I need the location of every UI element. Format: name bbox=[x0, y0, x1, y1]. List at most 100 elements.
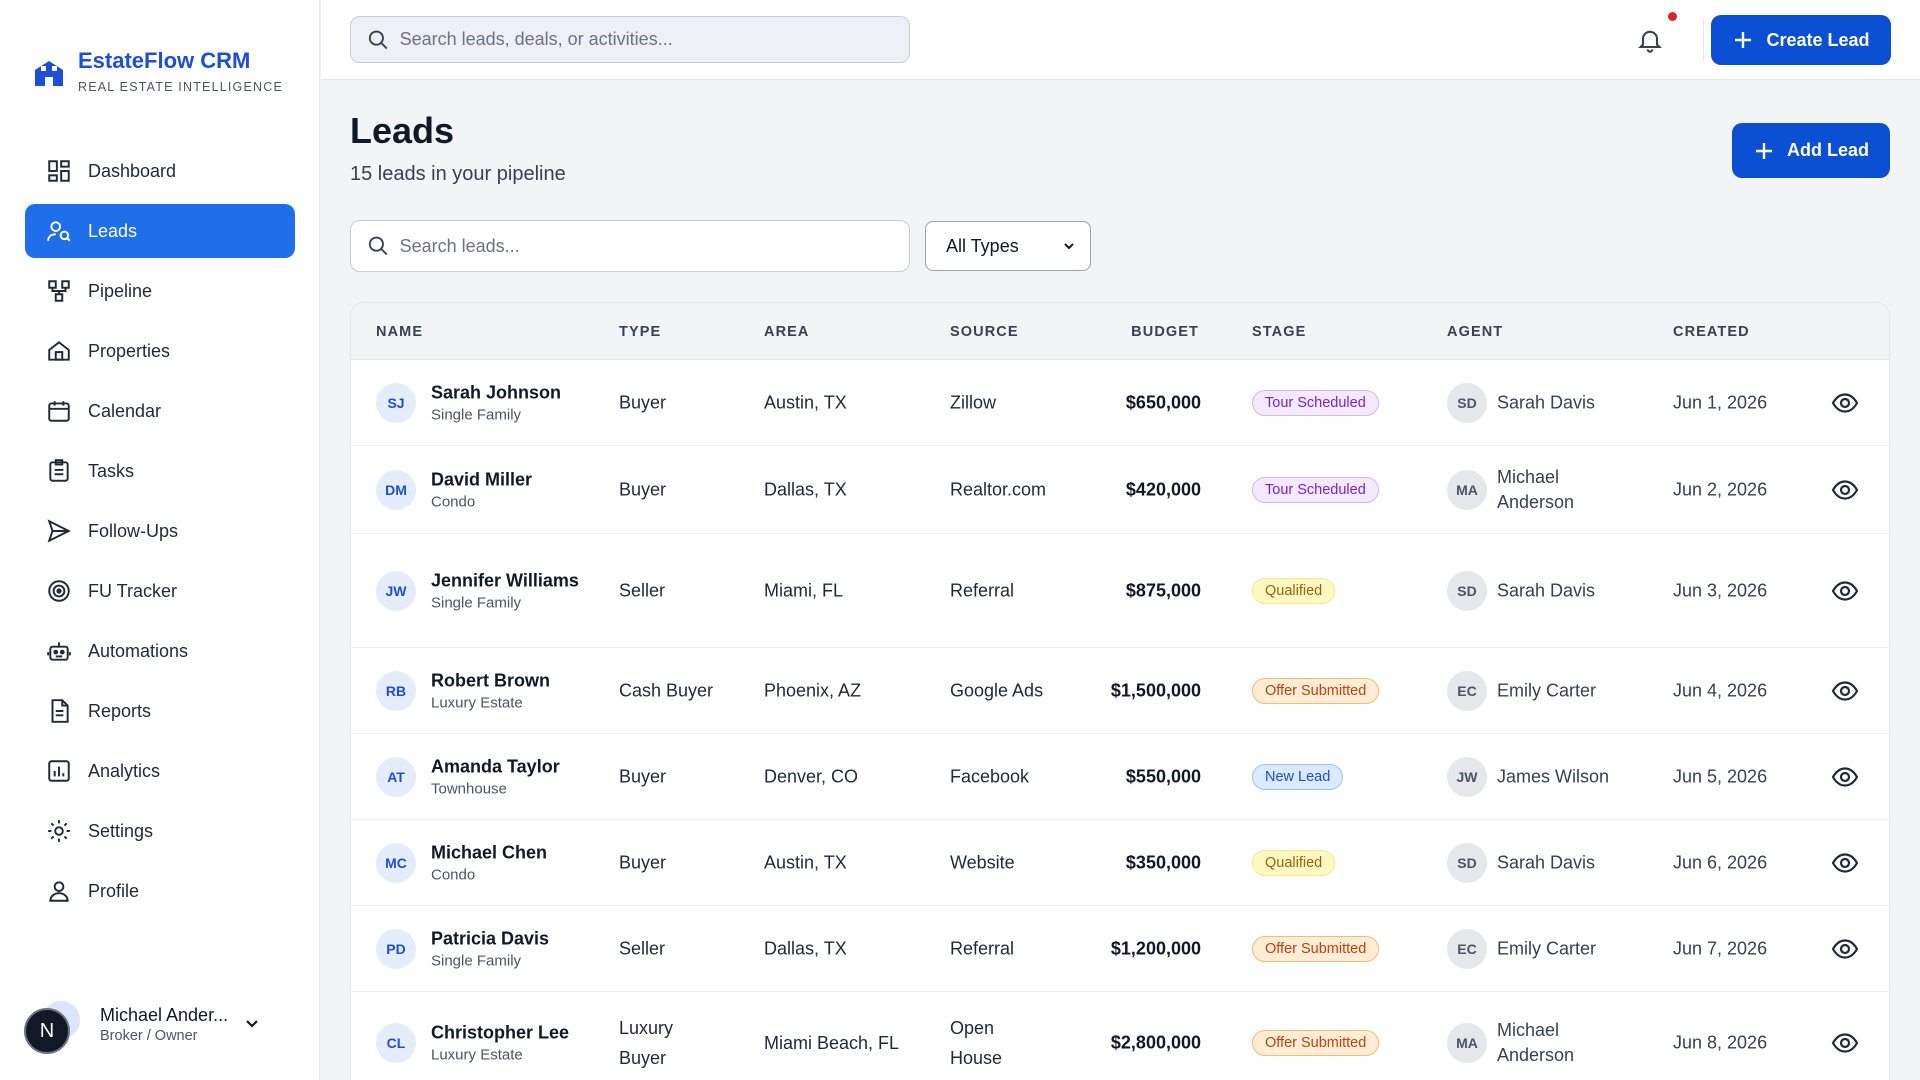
lead-name[interactable]: Sarah Johnson bbox=[431, 382, 562, 402]
agent-avatar: EC bbox=[1447, 928, 1487, 969]
lead-name[interactable]: Robert Brown bbox=[431, 670, 550, 690]
table-row[interactable]: PD Patricia Davis Single Family Seller Dalla… bbox=[351, 906, 1889, 992]
analytics-icon bbox=[48, 760, 70, 782]
avatar: A N bbox=[24, 996, 80, 1054]
user-menu[interactable]: A N Michael Ander... Broker / Owner bbox=[24, 994, 294, 1054]
bell-icon[interactable] bbox=[1636, 26, 1664, 54]
lead-property-type: Single Family bbox=[431, 594, 522, 611]
lead-area: Phoenix, AZ bbox=[764, 680, 862, 700]
topbar: Create Lead bbox=[321, 0, 1920, 80]
stage-badge: Offer Submitted bbox=[1252, 935, 1380, 962]
sidebar-item-fu-tracker[interactable]: FU Tracker bbox=[25, 564, 295, 618]
column-header-area[interactable]: AREA bbox=[764, 324, 810, 340]
sidebar-item-settings[interactable]: Settings bbox=[25, 804, 295, 858]
stage-badge: Qualified bbox=[1252, 849, 1336, 876]
lead-name[interactable]: Michael Chen bbox=[431, 842, 548, 862]
table-row[interactable]: CL Christopher Lee Luxury Estate Luxury Buy… bbox=[351, 992, 1889, 1080]
lead-property-type: Condo bbox=[431, 866, 476, 883]
sidebar-item-dashboard[interactable]: Dashboard bbox=[25, 144, 295, 198]
sidebar-item-profile[interactable]: Profile bbox=[25, 864, 295, 918]
lead-name-block: Jennifer Williams Single Family bbox=[431, 568, 581, 613]
lead-area: Denver, CO bbox=[764, 766, 859, 786]
lead-name[interactable]: David Miller bbox=[431, 469, 533, 489]
lead-created-date: Jun 1, 2026 bbox=[1673, 392, 1768, 412]
brand[interactable]: EstateFlow CRM REAL ESTATE INTELLIGENCE bbox=[32, 46, 283, 94]
global-search-input[interactable] bbox=[399, 29, 909, 50]
lead-property-type: Luxury Estate bbox=[431, 1046, 523, 1063]
column-header-stage[interactable]: STAGE bbox=[1252, 324, 1307, 340]
view-eye-icon[interactable] bbox=[1830, 676, 1860, 706]
properties-icon bbox=[48, 341, 70, 361]
sidebar-item-tasks[interactable]: Tasks bbox=[25, 444, 295, 498]
global-search[interactable] bbox=[350, 16, 910, 63]
table-row[interactable]: RB Robert Brown Luxury Estate Cash Buyer Pho… bbox=[351, 648, 1889, 734]
avatar-initial: N bbox=[24, 1008, 70, 1054]
agent-avatar: SD bbox=[1447, 842, 1487, 883]
lead-area: Miami Beach, FL bbox=[764, 1032, 900, 1053]
lead-name-block: Amanda Taylor Townhouse bbox=[431, 754, 581, 799]
agent-avatar: JW bbox=[1447, 756, 1487, 797]
view-eye-icon[interactable] bbox=[1830, 762, 1860, 792]
add-lead-button[interactable]: Add Lead bbox=[1732, 123, 1890, 178]
sidebar-item-pipeline[interactable]: Pipeline bbox=[25, 264, 295, 318]
plus-icon bbox=[1755, 142, 1772, 159]
table-row[interactable]: AT Amanda Taylor Townhouse Buyer Denver, CO F… bbox=[351, 734, 1889, 820]
sidebar-item-properties[interactable]: Properties bbox=[25, 324, 295, 378]
lead-name[interactable]: Patricia Davis bbox=[431, 928, 550, 948]
view-eye-icon[interactable] bbox=[1830, 576, 1860, 606]
type-filter-select[interactable]: All Types bbox=[925, 221, 1091, 271]
create-lead-button[interactable]: Create Lead bbox=[1711, 15, 1891, 65]
lead-source: Website bbox=[950, 852, 1015, 872]
sidebar-item-follow-ups[interactable]: Follow-Ups bbox=[25, 504, 295, 558]
chevron-down-icon bbox=[1064, 243, 1074, 250]
lead-name[interactable]: Christopher Lee bbox=[431, 1022, 570, 1042]
notification-dot bbox=[1668, 12, 1677, 21]
view-eye-icon[interactable] bbox=[1830, 934, 1860, 964]
lead-created-date: Jun 2, 2026 bbox=[1673, 479, 1768, 499]
column-header-source[interactable]: SOURCE bbox=[950, 324, 1019, 340]
column-header-type[interactable]: TYPE bbox=[619, 324, 662, 340]
sidebar-item-analytics[interactable]: Analytics bbox=[25, 744, 295, 798]
lead-name[interactable]: Amanda Taylor bbox=[431, 756, 560, 776]
view-eye-icon[interactable] bbox=[1830, 1028, 1860, 1058]
chevron-down-icon[interactable] bbox=[242, 1014, 262, 1034]
pipeline-icon bbox=[48, 280, 70, 302]
lead-budget: $1,500,000 bbox=[1110, 680, 1201, 700]
agent-avatar: SD bbox=[1447, 382, 1487, 423]
plus-icon bbox=[1735, 32, 1752, 48]
lead-search-input[interactable] bbox=[399, 235, 909, 257]
view-eye-icon[interactable] bbox=[1830, 848, 1860, 878]
column-header-agent[interactable]: AGENT bbox=[1447, 324, 1504, 340]
table-row[interactable]: SJ Sarah Johnson Single Family Buyer Austin,… bbox=[351, 360, 1889, 446]
sidebar-item-automations[interactable]: Automations bbox=[25, 624, 295, 678]
sidebar-item-label: Leads bbox=[88, 220, 138, 241]
column-header-created[interactable]: CREATED bbox=[1673, 324, 1750, 340]
lead-source: Realtor.com bbox=[950, 479, 1047, 499]
sidebar-item-calendar[interactable]: Calendar bbox=[25, 384, 295, 438]
lead-type: Buyer bbox=[619, 479, 667, 499]
table-row[interactable]: DM David Miller Condo Buyer Dallas, TX Realto… bbox=[351, 446, 1889, 534]
view-eye-icon[interactable] bbox=[1830, 388, 1860, 418]
table-row[interactable]: JW Jennifer Williams Single Family Seller Mi… bbox=[351, 534, 1889, 648]
stage-badge: Tour Scheduled bbox=[1252, 389, 1379, 416]
lead-budget: $875,000 bbox=[1125, 580, 1201, 600]
page-subtitle: 15 leads in your pipeline bbox=[350, 163, 566, 185]
sidebar-item-reports[interactable]: Reports bbox=[25, 684, 295, 738]
view-eye-icon[interactable] bbox=[1830, 475, 1860, 505]
column-header-budget[interactable]: BUDGET bbox=[1131, 324, 1199, 340]
lead-name-block: Christopher Lee Luxury Estate bbox=[431, 1020, 581, 1065]
lead-property-type: Luxury Estate bbox=[431, 694, 523, 711]
table-row[interactable]: MC Michael Chen Condo Buyer Austin, TX Websit… bbox=[351, 820, 1889, 906]
lead-created-date: Jun 6, 2026 bbox=[1673, 852, 1768, 872]
lead-source: Facebook bbox=[950, 766, 1030, 786]
lead-search[interactable] bbox=[350, 220, 910, 272]
sidebar-item-leads[interactable]: Leads bbox=[25, 204, 295, 258]
column-header-name[interactable]: NAME bbox=[376, 324, 424, 340]
sidebar-item-label: Tasks bbox=[88, 460, 135, 481]
table-header: NAME TYPE AREA SOURCE BUDGET STAGE AGENT… bbox=[351, 303, 1889, 360]
agent-name: Michael Anderson bbox=[1497, 1019, 1575, 1065]
lead-created-date: Jun 8, 2026 bbox=[1673, 1032, 1768, 1052]
lead-budget: $650,000 bbox=[1125, 392, 1201, 412]
lead-area: Dallas, TX bbox=[764, 479, 847, 499]
lead-name[interactable]: Jennifer Williams bbox=[431, 570, 579, 590]
